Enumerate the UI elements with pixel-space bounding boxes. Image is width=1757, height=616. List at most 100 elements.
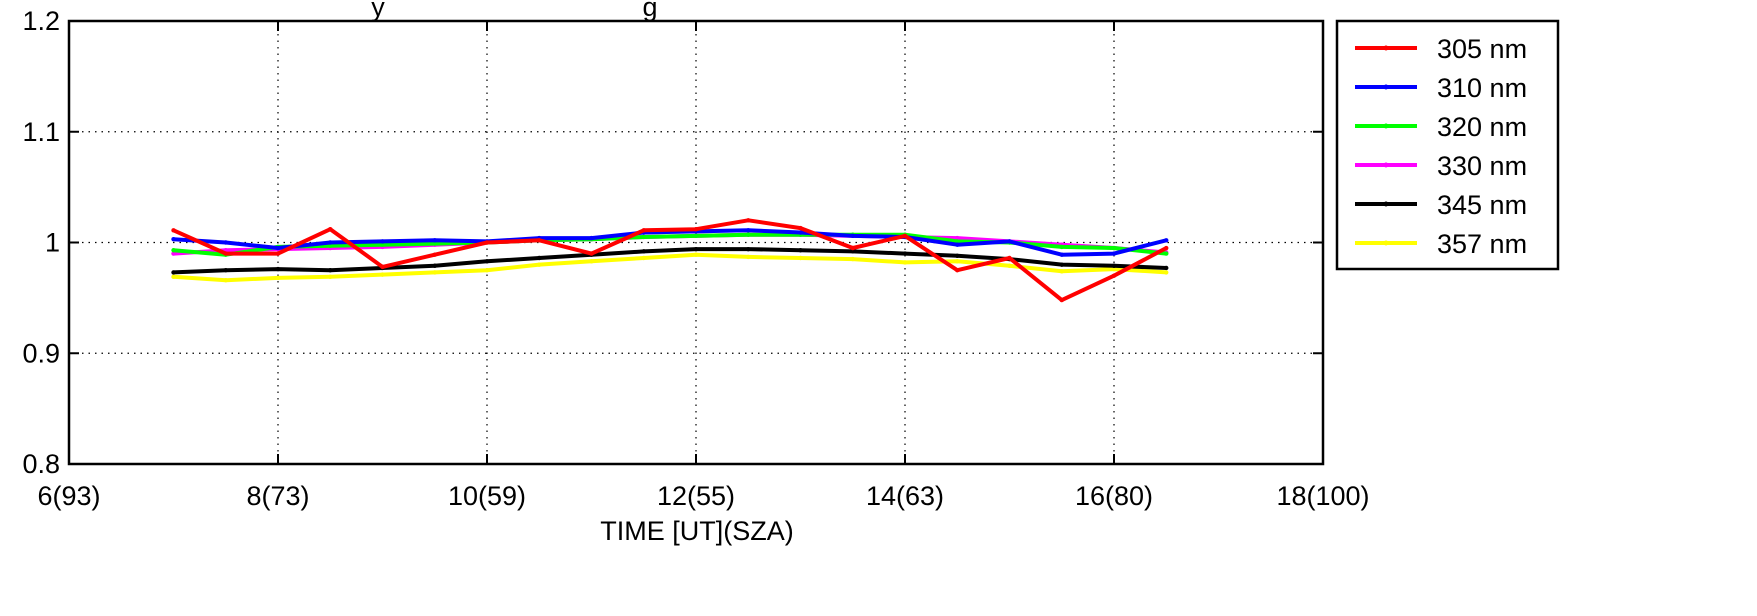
legend: 305 nm 310 nm 320 nm 330 nm 345 nm 357 nm (1335, 19, 1560, 271)
series-point-345-nm (1164, 265, 1169, 271)
series-line-305-nm (172, 218, 1168, 303)
series-point-357-nm (641, 255, 646, 261)
series-point-310-nm (1111, 251, 1117, 256)
series-point-305-nm (641, 228, 646, 233)
series-point-345-nm (432, 263, 437, 268)
legend-box (1335, 19, 1560, 271)
legend-label: 310 nm (1437, 73, 1527, 103)
legend-items: 305 nm 310 nm 320 nm 330 nm 345 nm 357 nm (1355, 34, 1527, 259)
series-lines (171, 218, 1169, 303)
x-tick-label: 8(73) (246, 481, 309, 511)
series-point-357-nm (1059, 269, 1064, 274)
series-point-310-nm (223, 240, 228, 245)
series-point-310-nm (1007, 239, 1012, 244)
legend-label: 345 nm (1437, 190, 1527, 220)
series-point-305-nm (1111, 273, 1117, 278)
series-point-320-nm (432, 241, 437, 246)
series-point-345-nm (223, 267, 228, 273)
legend-marker (1383, 123, 1389, 129)
series-point-345-nm (850, 249, 855, 254)
series-point-345-nm (902, 251, 908, 256)
series-point-310-nm (432, 238, 437, 243)
series-line-357-nm (173, 252, 1167, 283)
series-point-345-nm (955, 253, 960, 258)
series-point-305-nm (589, 251, 594, 256)
series-point-320-nm (693, 233, 699, 239)
legend-label: 305 nm (1437, 34, 1527, 64)
x-tick-labels: 6(93) 8(73) 10(59) 12(55) 14(63) 16(80) 18(100… (37, 481, 1369, 511)
x-tick-label: 14(63) (866, 481, 944, 511)
series-point-345-nm (171, 270, 176, 275)
series-point-330-nm (955, 235, 960, 241)
series-point-345-nm (798, 248, 803, 253)
x-tick-label: 12(55) (657, 481, 735, 511)
series-point-345-nm (484, 259, 490, 264)
series-point-320-nm (171, 248, 176, 253)
series-point-357-nm (902, 260, 908, 265)
y-tick-label: 1 (45, 228, 60, 258)
x-tick-label: 10(59) (448, 481, 526, 511)
legend-marker (1383, 240, 1389, 246)
series-point-305-nm (798, 225, 803, 231)
series-point-310-nm (798, 230, 803, 235)
legend-marker (1383, 162, 1389, 168)
series-point-310-nm (955, 242, 960, 247)
series-point-345-nm (746, 246, 751, 252)
y-tick-labels: 0.8 0.9 1 1.1 1.2 (22, 6, 60, 479)
series-point-345-nm (328, 267, 333, 273)
series-point-357-nm (798, 255, 803, 261)
legend-label: 357 nm (1437, 229, 1527, 259)
series-point-310-nm (589, 235, 594, 241)
series-point-357-nm (171, 274, 176, 280)
series-line-310-nm (173, 228, 1167, 257)
series-point-310-nm (850, 233, 855, 239)
series-point-305-nm (955, 267, 960, 273)
grid (69, 21, 1323, 464)
series-point-305-nm (537, 238, 542, 243)
series-point-305-nm (1164, 245, 1169, 251)
series-point-310-nm (1059, 252, 1064, 257)
series-point-310-nm (171, 236, 176, 242)
series-point-357-nm (484, 267, 490, 273)
series-point-305-nm (850, 245, 855, 251)
series-point-310-nm (1164, 238, 1169, 243)
series-point-305-nm (746, 218, 751, 223)
legend-marker (1383, 201, 1389, 207)
series-point-305-nm (171, 228, 176, 233)
series-point-357-nm (1164, 270, 1169, 275)
x-tick-label: 18(100) (1276, 481, 1369, 511)
series-point-320-nm (746, 232, 751, 237)
series-point-345-nm (537, 255, 542, 261)
series-point-305-nm (432, 252, 437, 257)
series-point-357-nm (955, 259, 960, 264)
series-point-305-nm (902, 233, 908, 239)
series-point-345-nm (1059, 262, 1064, 267)
x-tick-label: 16(80) (1075, 481, 1153, 511)
series-point-310-nm (380, 239, 385, 244)
legend-label: 320 nm (1437, 112, 1527, 142)
series-point-320-nm (328, 243, 333, 249)
x-axis-label: TIME [UT](SZA) (600, 516, 793, 546)
y-tick-label: 1.1 (22, 117, 60, 147)
series-point-320-nm (1059, 244, 1064, 250)
series-point-345-nm (1111, 263, 1117, 268)
series-point-320-nm (1164, 251, 1169, 256)
series-point-305-nm (223, 251, 228, 256)
series-point-320-nm (1111, 245, 1117, 251)
series-point-305-nm (484, 240, 490, 245)
y-tick-label: 0.8 (22, 449, 60, 479)
legend-marker (1383, 84, 1389, 90)
series-point-357-nm (1111, 266, 1117, 272)
series-point-357-nm (380, 272, 385, 277)
series-point-345-nm (641, 249, 646, 254)
series-point-305-nm (1059, 297, 1064, 303)
series-point-320-nm (380, 242, 385, 247)
series-point-357-nm (223, 277, 228, 283)
ticks (68, 20, 1324, 465)
y-tick-label: 0.9 (22, 338, 60, 368)
legend-marker (1383, 45, 1389, 51)
series-point-305-nm (380, 264, 385, 270)
series-point-320-nm (955, 239, 960, 244)
series-point-357-nm (693, 252, 699, 257)
